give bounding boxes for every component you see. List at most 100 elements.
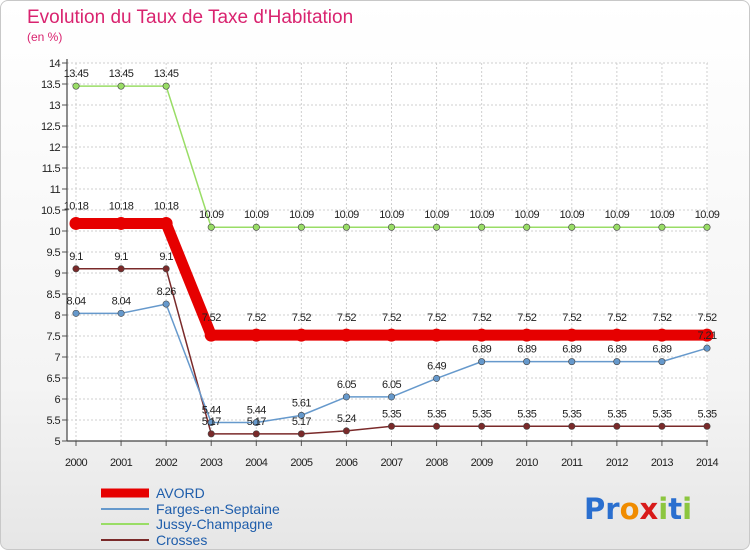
data-point [387,422,395,430]
y-tick-label: 10 [49,226,61,238]
data-label: 10.18 [154,200,179,212]
data-label: 6.05 [337,379,356,391]
data-label: 9.1 [69,251,83,263]
data-point [387,393,395,401]
x-tick-label: 2012 [606,457,629,469]
data-label: 5.35 [562,408,581,420]
brand-letter: r [605,492,620,526]
data-point [700,328,714,342]
y-tick-label: 6.5 [47,373,61,385]
data-point [430,328,444,342]
y-tick-label: 11.5 [42,163,61,175]
data-label: 8.26 [157,286,176,298]
data-label: 7.52 [472,312,491,324]
data-label: 5.24 [337,413,356,425]
y-tick-label: 7 [54,352,60,364]
data-label: 5.35 [472,408,491,420]
data-point [162,265,170,273]
data-point [478,422,486,430]
data-label: 9.1 [114,251,128,263]
data-label: 6.89 [607,344,626,356]
data-label: 8.04 [112,295,131,307]
data-point [207,223,215,231]
data-label: 6.89 [517,344,536,356]
y-tick-label: 8 [54,310,60,322]
data-point [610,328,624,342]
data-point [207,430,215,438]
data-point [568,223,576,231]
data-point [162,300,170,308]
data-point [204,328,218,342]
data-label: 5.17 [247,416,266,428]
data-label: 7.52 [247,312,266,324]
data-label: 5.35 [652,408,671,420]
data-label: 7.52 [607,312,626,324]
data-label: 7.52 [292,312,311,324]
data-label: 6.05 [382,379,401,391]
data-point [613,358,621,366]
data-point [433,422,441,430]
data-point [252,223,260,231]
y-tick-label: 13 [49,100,61,112]
y-tick-label: 8.5 [47,289,61,301]
data-point [433,374,441,382]
data-point [342,393,350,401]
data-label: 6.89 [472,344,491,356]
brand-letter: t [668,492,682,526]
data-label: 5.35 [697,408,716,420]
data-point [159,216,173,230]
data-label: 10.09 [199,209,224,221]
data-label: 9.1 [159,251,173,263]
brand-logo: Proxiti [584,492,692,526]
data-label: 7.52 [562,312,581,324]
data-point [568,422,576,430]
data-point [478,223,486,231]
data-point [655,328,669,342]
data-point [478,358,486,366]
data-point [249,328,263,342]
unit-label: (en %) [27,30,63,44]
data-point [703,422,711,430]
data-label: 5.35 [517,408,536,420]
brand-letter: x [640,492,659,526]
data-point [342,223,350,231]
data-label: 5.35 [382,408,401,420]
data-label: 7.52 [517,312,536,324]
data-point [342,427,350,435]
brand-letter: i [682,492,692,526]
data-label: 10.09 [650,209,675,221]
data-label: 10.09 [560,209,585,221]
x-tick-label: 2006 [335,457,358,469]
data-label: 10.09 [469,209,494,221]
data-point [523,223,531,231]
data-point [72,309,80,317]
x-tick-label: 2007 [380,457,403,469]
y-tick-label: 5 [54,436,60,448]
data-label: 5.61 [292,397,311,409]
data-point [72,82,80,90]
legend-label: Crosses [156,532,207,548]
data-label: 5.44 [247,405,266,417]
x-tick-label: 2000 [65,457,88,469]
data-point [252,430,260,438]
x-tick-label: 2014 [696,457,719,469]
data-point [613,422,621,430]
data-label: 10.09 [605,209,630,221]
data-point [117,309,125,317]
data-point [523,358,531,366]
x-tick-label: 2002 [155,457,178,469]
data-point [297,411,305,419]
data-point [385,328,398,342]
data-label: 5.35 [427,408,446,420]
x-tick-label: 2001 [110,457,133,469]
data-label: 7.52 [382,312,401,324]
data-point [565,328,579,342]
data-point [252,419,260,427]
data-label: 13.45 [109,68,134,80]
data-label: 10.09 [514,209,539,221]
data-point [69,216,83,230]
brand-letter: o [620,492,640,526]
data-point [703,344,711,352]
data-point [433,223,441,231]
